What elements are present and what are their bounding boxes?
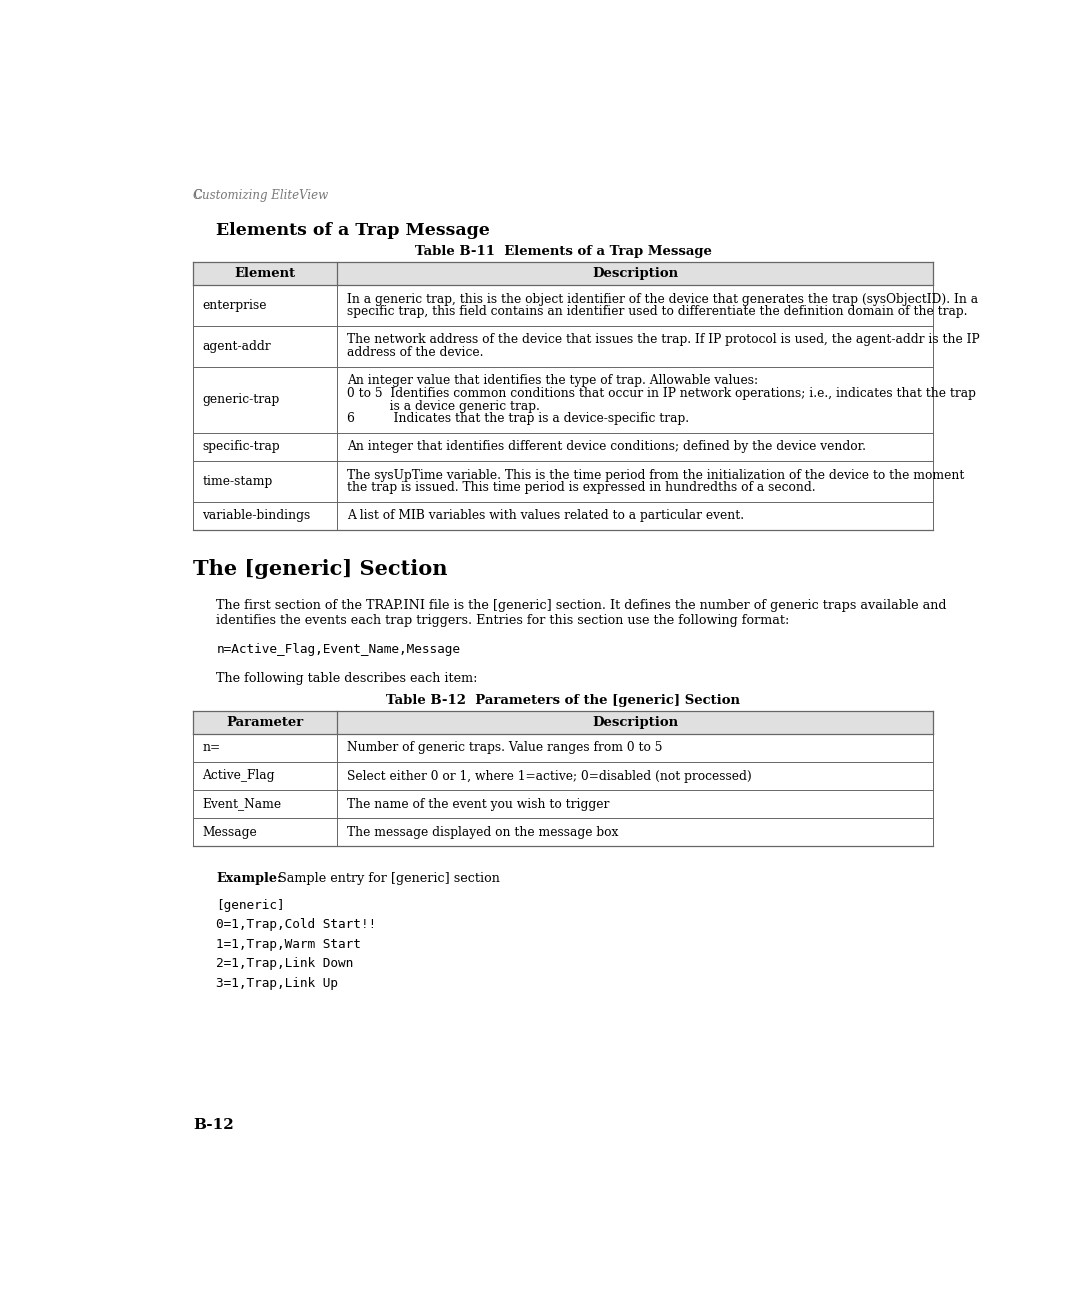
Text: Message: Message: [202, 826, 257, 839]
Text: Event_Name: Event_Name: [202, 797, 282, 810]
Text: Parameter: Parameter: [227, 715, 303, 728]
Text: n=: n=: [202, 741, 220, 754]
Text: The network address of the device that issues the trap. If IP protocol is used, : The network address of the device that i…: [347, 333, 980, 346]
Text: address of the device.: address of the device.: [347, 346, 483, 359]
Text: The sysUpTime variable. This is the time period from the initialization of the d: The sysUpTime variable. This is the time…: [347, 469, 964, 482]
Text: A list of MIB variables with values related to a particular event.: A list of MIB variables with values rela…: [347, 509, 744, 522]
Text: Example:: Example:: [216, 872, 282, 885]
Text: Select either 0 or 1, where 1=active; 0=disabled (not processed): Select either 0 or 1, where 1=active; 0=…: [347, 770, 752, 783]
Text: specific trap, this field contains an identifier used to differentiate the defin: specific trap, this field contains an id…: [347, 306, 968, 319]
Text: identifies the events each trap triggers. Entries for this section use the follo: identifies the events each trap triggers…: [216, 614, 789, 627]
Text: n=Active_Flag,Event_Name,Message: n=Active_Flag,Event_Name,Message: [216, 643, 460, 656]
Text: 0 to 5  Identifies common conditions that occur in IP network operations; i.e., : 0 to 5 Identifies common conditions that…: [347, 388, 975, 400]
Text: 1=1,Trap,Warm Start: 1=1,Trap,Warm Start: [216, 938, 361, 951]
Text: Elements of a Trap Message: Elements of a Trap Message: [216, 222, 490, 238]
Text: The [generic] Section: The [generic] Section: [193, 559, 447, 579]
Text: enterprise: enterprise: [202, 299, 267, 312]
Text: Active_Flag: Active_Flag: [202, 770, 275, 783]
Text: [generic]: [generic]: [216, 898, 285, 911]
Text: An integer that identifies different device conditions; defined by the device ve: An integer that identifies different dev…: [347, 441, 866, 454]
Text: 6          Indicates that the trap is a device-specific trap.: 6 Indicates that the trap is a device-sp…: [347, 412, 689, 425]
Text: 0=1,Trap,Cold Start!!: 0=1,Trap,Cold Start!!: [216, 918, 377, 932]
Text: specific-trap: specific-trap: [202, 441, 280, 454]
Text: C: C: [193, 189, 202, 202]
Text: Customizing EliteView: Customizing EliteView: [193, 189, 328, 202]
Bar: [193, 710, 933, 734]
Text: Description: Description: [592, 267, 678, 280]
Text: The name of the event you wish to trigger: The name of the event you wish to trigge…: [347, 798, 609, 811]
Text: Element: Element: [234, 267, 296, 280]
Text: variable-bindings: variable-bindings: [202, 509, 311, 522]
Text: generic-trap: generic-trap: [202, 393, 280, 406]
Text: agent-addr: agent-addr: [202, 340, 271, 353]
Text: time-stamp: time-stamp: [202, 474, 272, 487]
Text: The message displayed on the message box: The message displayed on the message box: [347, 826, 618, 839]
Text: Table B-11  Elements of a Trap Message: Table B-11 Elements of a Trap Message: [415, 245, 712, 258]
Text: In a generic trap, this is the object identifier of the device that generates th: In a generic trap, this is the object id…: [347, 293, 977, 306]
Text: 3=1,Trap,Link Up: 3=1,Trap,Link Up: [216, 977, 338, 990]
Text: The first section of the TRAP.INI file is the [generic] section. It defines the : The first section of the TRAP.INI file i…: [216, 599, 947, 612]
Text: is a device generic trap.: is a device generic trap.: [347, 399, 540, 412]
Text: Number of generic traps. Value ranges from 0 to 5: Number of generic traps. Value ranges fr…: [347, 741, 662, 754]
Text: 2=1,Trap,Link Down: 2=1,Trap,Link Down: [216, 958, 353, 971]
Text: the trap is issued. This time period is expressed in hundredths of a second.: the trap is issued. This time period is …: [347, 481, 815, 494]
Text: B-12: B-12: [193, 1118, 234, 1131]
Text: Table B-12  Parameters of the [generic] Section: Table B-12 Parameters of the [generic] S…: [387, 693, 740, 706]
Text: Description: Description: [592, 715, 678, 728]
Text: Sample entry for [generic] section: Sample entry for [generic] section: [273, 872, 500, 885]
Text: The following table describes each item:: The following table describes each item:: [216, 673, 477, 686]
Text: An integer value that identifies the type of trap. Allowable values:: An integer value that identifies the typ…: [347, 375, 758, 388]
Bar: [193, 262, 933, 285]
